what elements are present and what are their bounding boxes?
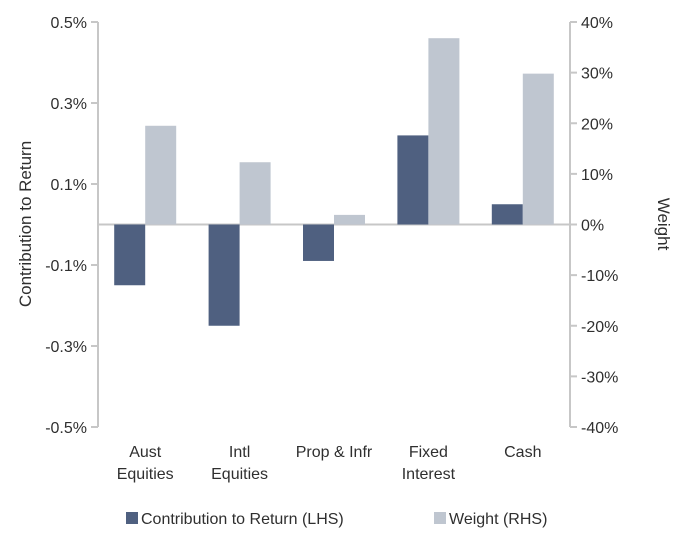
bar-weight [522,73,554,225]
left-tick-label: 0.1% [51,177,87,194]
right-tick-label: 20% [581,116,613,133]
legend-label-contribution: Contribution to Return (LHS) [141,511,344,528]
category-label: Cash [504,444,541,461]
left-tick-label: 0.3% [51,96,87,113]
right-axis-title: Weight [654,198,673,251]
left-tick-label: -0.5% [45,420,87,437]
category-label: Prop & Infr [296,444,373,461]
axes-group: 0.5% 0.3% 0.1% -0.1% -0.3% -0.5% 40% 30% 20% 10% 0… [16,15,673,437]
right-tick-label: -30% [581,369,618,386]
bars-group [114,38,554,326]
category-label: Interest [402,466,456,483]
right-tick-label: 30% [581,66,613,83]
category-label: Fixed [409,444,448,461]
right-tick-label: 0% [581,218,604,235]
right-tick-label: -20% [581,319,618,336]
bar-weight [334,214,365,225]
right-tick-label: 10% [581,167,613,184]
legend: Contribution to Return (LHS) Weight (RHS) [126,511,547,528]
left-axis-title: Contribution to Return [16,141,35,307]
category-label: Aust [129,444,162,461]
bar-contribution [303,224,334,261]
right-tick-label: 40% [581,15,613,32]
category-label: Equities [211,466,268,483]
left-tick-label: -0.3% [45,339,87,356]
left-tick-label: 0.5% [51,15,87,32]
bar-contribution [208,224,240,326]
legend-swatch-contribution [126,512,138,524]
right-tick-label: -10% [581,268,618,285]
legend-swatch-weight [434,512,446,524]
labels-group: Aust Equities Intl Equities Prop & Infr Fixed… [117,444,542,483]
bar-weight [239,162,271,225]
bar-contribution [491,204,523,225]
category-label: Equities [117,466,174,483]
bar-weight [145,125,177,225]
bar-contribution [397,135,429,225]
category-label: Intl [229,444,250,461]
bar-weight [428,38,460,225]
bar-contribution [114,224,146,286]
legend-label-weight: Weight (RHS) [449,511,547,528]
right-tick-label: -40% [581,420,618,437]
left-tick-label: -0.1% [45,258,87,275]
